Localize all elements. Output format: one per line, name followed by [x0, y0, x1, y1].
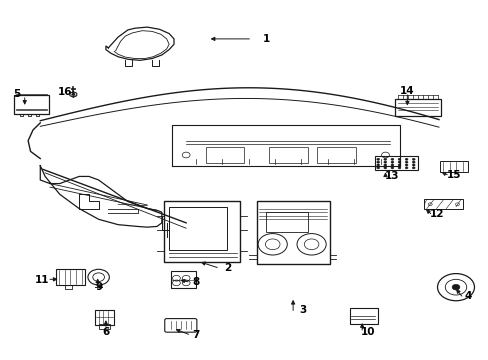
Text: 10: 10: [361, 327, 375, 337]
Circle shape: [397, 161, 400, 163]
Text: 3: 3: [299, 305, 306, 315]
Circle shape: [376, 158, 379, 160]
Text: 14: 14: [399, 86, 414, 96]
Text: 16: 16: [57, 87, 72, 98]
Circle shape: [383, 158, 386, 160]
Circle shape: [411, 167, 414, 169]
Circle shape: [451, 284, 459, 290]
Text: 15: 15: [446, 170, 460, 180]
Text: 11: 11: [35, 275, 49, 285]
Circle shape: [390, 161, 393, 163]
Circle shape: [397, 158, 400, 160]
Text: 12: 12: [429, 209, 444, 219]
Circle shape: [376, 164, 379, 166]
Circle shape: [383, 167, 386, 169]
Circle shape: [405, 167, 407, 169]
Text: 2: 2: [224, 262, 231, 273]
Text: 8: 8: [192, 277, 199, 287]
Circle shape: [405, 158, 407, 160]
Text: 9: 9: [95, 282, 102, 292]
Circle shape: [376, 167, 379, 169]
Circle shape: [411, 161, 414, 163]
Circle shape: [390, 167, 393, 169]
Circle shape: [376, 161, 379, 163]
Circle shape: [390, 158, 393, 160]
Circle shape: [405, 161, 407, 163]
Circle shape: [405, 164, 407, 166]
Circle shape: [383, 161, 386, 163]
Circle shape: [383, 164, 386, 166]
Circle shape: [411, 158, 414, 160]
Circle shape: [411, 164, 414, 166]
Circle shape: [397, 167, 400, 169]
Circle shape: [397, 164, 400, 166]
Text: 6: 6: [102, 327, 109, 337]
Text: 7: 7: [192, 330, 199, 341]
Circle shape: [390, 164, 393, 166]
Text: 5: 5: [13, 89, 20, 99]
Text: 13: 13: [384, 171, 399, 181]
Text: 4: 4: [464, 291, 471, 301]
Text: 1: 1: [262, 34, 269, 44]
